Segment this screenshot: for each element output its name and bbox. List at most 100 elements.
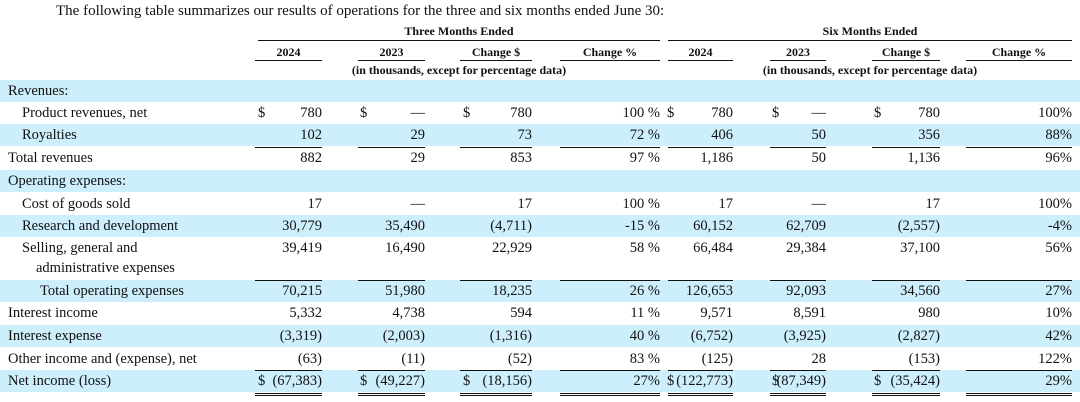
cell: (63) [297,351,322,367]
cell: 1,186 [700,150,733,166]
cell: 17 [517,196,533,212]
cell: 16,490 [385,240,425,256]
cell: — [811,196,827,212]
cell: 29% [1045,373,1072,389]
row-label: Royalties [22,127,77,143]
cell: 17 [718,196,734,212]
column-rule [358,60,425,61]
cell: 70,215 [282,283,322,299]
cell: — [811,105,827,121]
cell: 9,571 [700,305,733,321]
total-rule [560,147,660,148]
cell: 100% [1038,196,1072,212]
cell: 17 [925,196,941,212]
row-label: Total operating expenses [40,283,184,299]
cell: 66,484 [693,240,733,256]
cell: 88% [1045,127,1072,143]
group-title: Three Months Ended [404,24,514,38]
cell: (122,773) [676,373,733,389]
cell: 40 % [629,328,660,344]
cell: (1,316) [489,328,532,344]
double-rule [770,393,826,396]
cell: 980 [918,305,940,321]
cell: (49,227) [375,373,425,389]
cell: -15 % [624,218,660,234]
cell: 780 [510,105,532,121]
double-rule [560,393,660,396]
cell: 356 [918,127,940,143]
cell: 17 [307,196,323,212]
cell: (2,557) [897,218,940,234]
cell: (3,925) [783,328,826,344]
cell: 26 % [629,283,660,299]
total-rule [668,370,733,371]
currency: $ [667,105,675,121]
cell: (87,349) [776,373,826,389]
column-rule [460,60,532,61]
column-header: Change % [582,45,638,59]
cell: (11) [401,351,425,367]
group-rule [258,40,660,41]
group-rule [668,40,1072,41]
row-band [0,280,1080,302]
cell: (67,383) [272,373,322,389]
column-rule [770,60,826,61]
total-rule [255,370,322,371]
row-label: Other income and (expense), net [8,351,197,367]
row-label: Cost of goods sold [22,196,131,212]
group-title: Six Months Ended [822,24,918,38]
row-label: Total revenues [8,150,93,166]
row-band [0,370,1080,392]
cell: (2,003) [382,328,425,344]
cell: 780 [711,105,733,121]
currency: $ [463,373,471,389]
cell: 8,591 [793,305,826,321]
double-rule [358,393,425,396]
row-band [0,215,1080,237]
row-label: Revenues: [8,83,69,99]
cell: 27% [1045,283,1072,299]
cell: (2,827) [897,328,940,344]
cell: 83 % [629,351,660,367]
row-label: Selling, general and [22,240,138,256]
row-band [0,124,1080,146]
cell: 34,560 [900,283,940,299]
total-rule [255,147,322,148]
total-rule [460,370,532,371]
currency: $ [258,105,266,121]
row-label: Interest expense [8,328,102,344]
cell: 11 % [630,305,660,321]
cell: 28 [811,351,827,367]
row-band [0,170,1080,192]
row-label: Research and development [22,218,179,234]
cell: (52) [507,351,532,367]
cell: 60,152 [693,218,733,234]
double-rule [966,393,1072,396]
currency: $ [874,105,882,121]
row-label: Product revenues, net [22,105,148,121]
cell: (18,156) [482,373,532,389]
intro: The following table summarizes our resul… [56,3,665,19]
cell: 780 [300,105,322,121]
cell: 29,384 [786,240,826,256]
total-rule [668,280,733,281]
cell: 100 % [622,105,660,121]
column-rule [560,60,660,61]
column-header: Change $ [471,45,521,59]
cell: 29 [410,150,426,166]
total-rule [966,370,1072,371]
cell: 406 [711,127,733,143]
currency: $ [463,105,471,121]
row-label: Operating expenses: [8,173,126,189]
total-rule [966,147,1072,148]
total-rule [872,147,940,148]
double-rule [872,393,940,396]
cell: 18,235 [492,283,532,299]
cell: 92,093 [786,283,826,299]
cell: 96% [1045,150,1072,166]
cell: 594 [510,305,532,321]
column-header: Change $ [881,45,931,59]
currency: $ [772,373,780,389]
column-header: 2024 [688,45,713,59]
